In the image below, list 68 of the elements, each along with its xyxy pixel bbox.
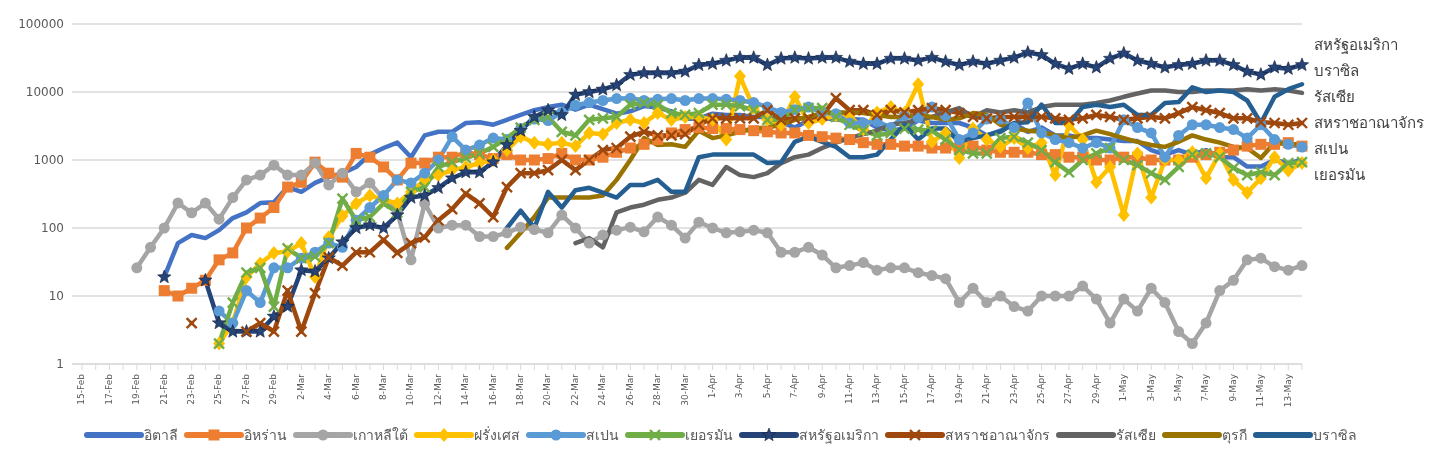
text: สหราชอาณาจักร: [1314, 113, 1424, 134]
x-tick-label: 12-Mar: [432, 373, 443, 406]
x-tick-label: 23-Apr: [1008, 373, 1019, 405]
x-tick-label: 5-Apr: [761, 373, 772, 399]
text: รัสเซีย: [1314, 87, 1355, 108]
text: บราซิล: [1314, 61, 1359, 82]
x-tick-label: 17-Apr: [926, 373, 937, 405]
legend-label: สเปน: [585, 426, 619, 445]
x-tick-label: 4-Mar: [323, 373, 334, 400]
legend-label: บราซิล: [1312, 426, 1357, 445]
x-tick-label: 20-Mar: [542, 373, 553, 406]
x-tick-label: 22-Mar: [569, 373, 580, 406]
x-tick-label: 24-Mar: [597, 373, 608, 406]
text: สเปน: [1314, 139, 1348, 160]
y-tick-label: 10000: [25, 85, 64, 100]
x-tick-label: 1-Apr: [706, 373, 717, 399]
x-tick-label: 28-Mar: [652, 373, 663, 406]
x-tick-label: 2-Mar: [295, 373, 306, 400]
x-tick-label: 13-May: [1282, 373, 1293, 408]
x-tick-label: 7-May: [1200, 373, 1211, 402]
x-tick-label: 27-Feb: [240, 373, 251, 405]
x-tick-label: 14-Mar: [460, 373, 471, 406]
x-tick-label: 25-Apr: [1035, 373, 1046, 405]
x-tick-label: 15-Feb: [76, 373, 87, 405]
x-tick-label: 26-Mar: [624, 373, 635, 406]
x-tick-label: 1-May: [1118, 373, 1129, 402]
y-tick-label: 10: [48, 289, 64, 304]
x-tick-label: 16-Mar: [487, 373, 498, 406]
legend-label: สหราชอาณาจักร: [944, 426, 1050, 445]
legend-label: เกาหลีใต้: [352, 426, 408, 445]
x-tick-label: 3-May: [1145, 373, 1156, 402]
x-tick-label: 21-Feb: [158, 373, 169, 405]
x-tick-label: 9-May: [1227, 373, 1238, 402]
x-tick-label: 30-Mar: [679, 373, 690, 406]
x-tick-label: 11-May: [1255, 373, 1266, 408]
x-tick-label: 7-Apr: [789, 373, 800, 399]
x-tick-label: 13-Apr: [871, 373, 882, 405]
x-tick-label: 15-Apr: [898, 373, 909, 405]
legend-label: รัสเซีย: [1115, 426, 1156, 445]
x-tick-label: 19-Apr: [953, 373, 964, 405]
legend-label: ตุรกี: [1221, 426, 1247, 446]
x-tick-label: 11-Apr: [844, 373, 855, 405]
x-tick-label: 10-Mar: [405, 373, 416, 406]
x-tick-label: 5-May: [1173, 373, 1184, 402]
x-tick-label: 27-Apr: [1063, 373, 1074, 405]
y-tick-label: 1000: [33, 153, 64, 168]
x-tick-label: 17-Feb: [103, 373, 114, 405]
x-tick-label: 19-Feb: [131, 373, 142, 405]
x-tick-label: 18-Mar: [515, 373, 526, 406]
x-tick-label: 29-Feb: [268, 373, 279, 405]
x-tick-label: 25-Feb: [213, 373, 224, 405]
x-tick-label: 21-Apr: [981, 373, 992, 405]
y-tick-label: 100: [41, 221, 64, 236]
text: สหรัฐอเมริกา: [1314, 35, 1398, 56]
legend-label: เยอรมัน: [684, 426, 733, 445]
text: เยอรมัน: [1314, 165, 1365, 186]
x-tick-label: 3-Apr: [734, 373, 745, 399]
y-tick-label: 1: [56, 357, 64, 372]
y-tick-label: 100000: [18, 17, 64, 32]
legend-label: สหรัฐอเมริกา: [798, 426, 879, 446]
x-tick-label: 29-Apr: [1090, 373, 1101, 405]
legend-label: ฝรั่งเศส: [473, 425, 520, 445]
legend-label: อิหร่าน: [243, 426, 287, 445]
legend-label: อิตาลี: [143, 426, 178, 445]
x-tick-label: 23-Feb: [186, 373, 197, 405]
x-tick-label: 9-Apr: [816, 373, 827, 399]
x-tick-label: 6-Mar: [350, 373, 361, 400]
x-tick-label: 8-Mar: [377, 373, 388, 400]
